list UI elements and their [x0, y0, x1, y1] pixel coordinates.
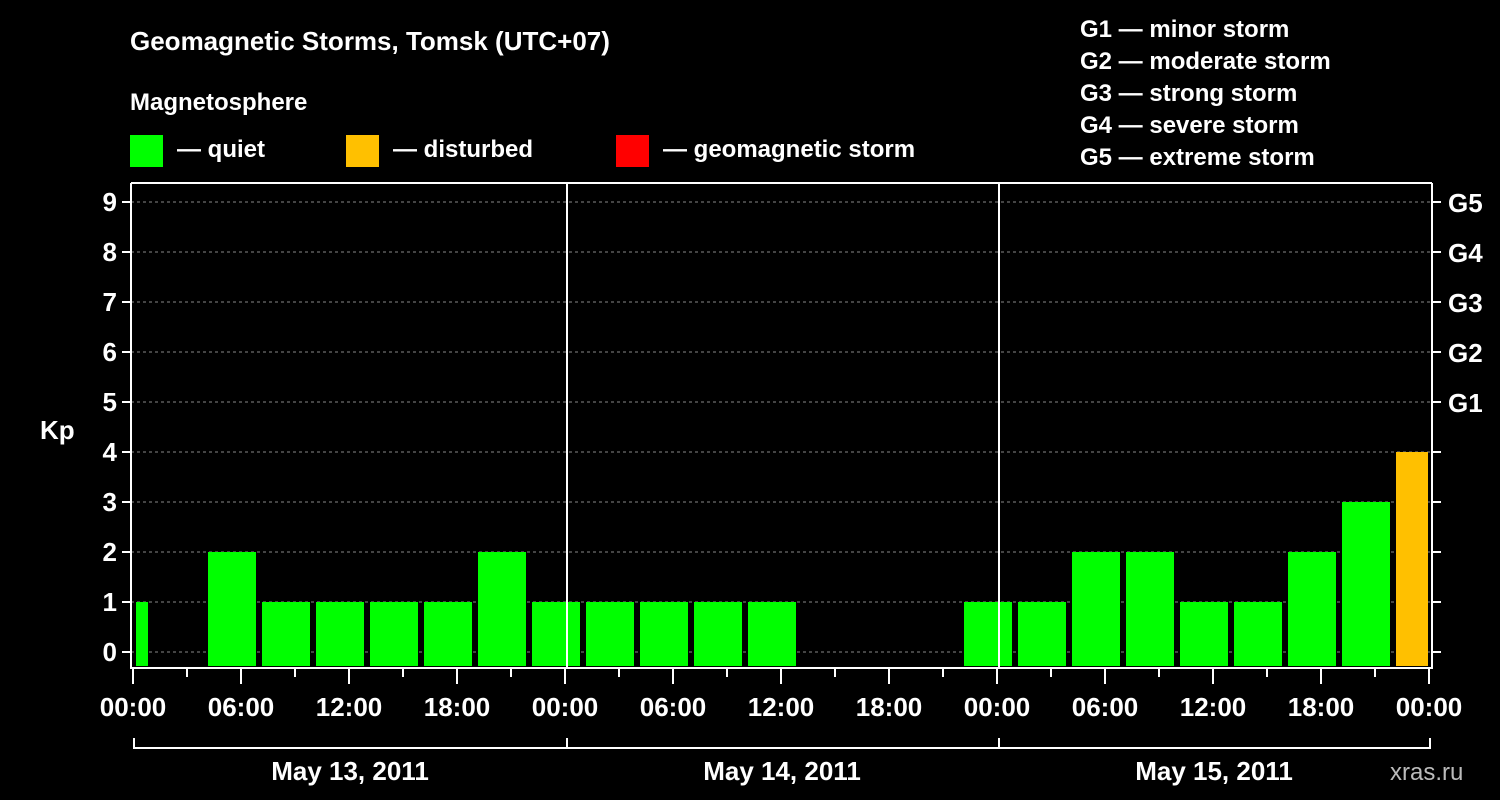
kp-bar — [748, 602, 796, 666]
x-tick-label: 00:00 — [1396, 692, 1463, 722]
legend-title: Magnetosphere — [130, 89, 307, 116]
y-tick-label: 3 — [103, 487, 117, 517]
scale-legend-item: G5 — extreme storm — [1080, 144, 1315, 171]
scale-legend-item: G2 — moderate storm — [1080, 48, 1331, 75]
scale-legend-item: G4 — severe storm — [1080, 112, 1299, 139]
kp-bar — [1396, 452, 1428, 666]
x-tick-label: 18:00 — [1288, 692, 1355, 722]
y-axis-label: Kp — [40, 415, 75, 445]
date-bracket — [133, 738, 1431, 749]
kp-bar — [1342, 502, 1390, 666]
kp-bar — [1126, 552, 1174, 666]
legend-label: — disturbed — [393, 136, 533, 163]
scale-legend-item: G1 — minor storm — [1080, 16, 1289, 43]
kp-bar — [316, 602, 364, 666]
g-scale-label: G3 — [1448, 288, 1483, 318]
legend-label: — geomagnetic storm — [663, 136, 915, 163]
x-tick-label: 00:00 — [100, 692, 167, 722]
kp-bar — [424, 602, 472, 666]
y-tick-label: 0 — [103, 637, 117, 667]
x-tick-label: 18:00 — [856, 692, 923, 722]
x-tick-label: 00:00 — [964, 692, 1031, 722]
kp-bar — [1288, 552, 1336, 666]
chart-title: Geomagnetic Storms, Tomsk (UTC+07) — [130, 26, 610, 56]
g-scale-label: G4 — [1448, 238, 1483, 268]
kp-bar — [532, 602, 580, 666]
x-tick-label: 06:00 — [1072, 692, 1139, 722]
x-tick-label: 00:00 — [532, 692, 599, 722]
kp-bar — [586, 602, 634, 666]
kp-bar — [262, 602, 310, 666]
x-tick-label: 12:00 — [748, 692, 815, 722]
kp-bar — [136, 602, 148, 666]
g-scale-label: G5 — [1448, 188, 1483, 218]
legend-swatch — [616, 135, 649, 167]
kp-bar — [1180, 602, 1228, 666]
x-tick-label: 06:00 — [208, 692, 275, 722]
y-tick-label: 1 — [103, 587, 117, 617]
date-label: May 13, 2011 — [271, 756, 429, 786]
kp-bar — [208, 552, 256, 666]
x-tick-label: 18:00 — [424, 692, 491, 722]
y-tick-label: 7 — [103, 287, 117, 317]
watermark: xras.ru — [1390, 759, 1463, 786]
x-tick-label: 06:00 — [640, 692, 707, 722]
y-tick-label: 8 — [103, 237, 117, 267]
kp-bar — [370, 602, 418, 666]
y-tick-label: 6 — [103, 337, 117, 367]
y-tick-label: 2 — [103, 537, 117, 567]
kp-bar — [640, 602, 688, 666]
legend-swatch — [130, 135, 163, 167]
g-scale-label: G1 — [1448, 388, 1483, 418]
scale-legend-item: G3 — strong storm — [1080, 80, 1297, 107]
x-tick-label: 12:00 — [1180, 692, 1247, 722]
x-tick-label: 12:00 — [316, 692, 383, 722]
kp-bar — [1018, 602, 1066, 666]
kp-bar — [1234, 602, 1282, 666]
y-tick-label: 9 — [103, 187, 117, 217]
kp-bar — [694, 602, 742, 666]
date-label: May 14, 2011 — [703, 756, 861, 786]
y-tick-label: 5 — [103, 387, 117, 417]
legend-label: — quiet — [177, 136, 265, 163]
legend-swatch — [346, 135, 379, 167]
y-tick-label: 4 — [103, 437, 118, 467]
date-label: May 15, 2011 — [1135, 756, 1293, 786]
g-scale-label: G2 — [1448, 338, 1483, 368]
kp-bar — [964, 602, 1012, 666]
kp-bar — [478, 552, 526, 666]
kp-bar — [1072, 552, 1120, 666]
